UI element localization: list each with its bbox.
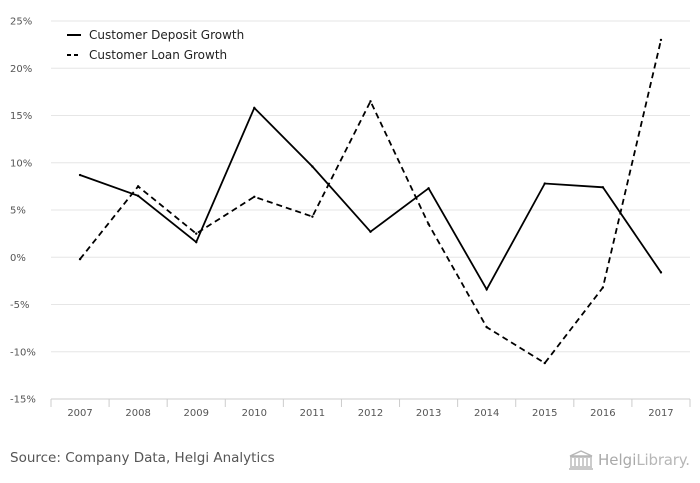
data-point bbox=[253, 106, 256, 110]
y-tick-label: 10% bbox=[10, 158, 32, 169]
x-tick-label: 2011 bbox=[300, 408, 325, 419]
legend: Customer Deposit Growth Customer Loan Gro… bbox=[67, 28, 244, 62]
x-tick-label: 2014 bbox=[474, 408, 499, 419]
library-building-icon bbox=[569, 450, 593, 470]
x-tick-label: 2016 bbox=[590, 408, 615, 419]
data-point bbox=[78, 173, 82, 177]
logo-text-helgi: Helgi bbox=[598, 451, 637, 469]
series-lines bbox=[78, 38, 663, 365]
x-tick-label: 2013 bbox=[416, 408, 441, 419]
x-tick-label: 2017 bbox=[648, 408, 673, 419]
legend-label: Customer Deposit Growth bbox=[89, 28, 244, 42]
y-tick-label: -5% bbox=[10, 300, 29, 311]
y-tick-label: -10% bbox=[10, 347, 36, 358]
source-note: Source: Company Data, Helgi Analytics bbox=[10, 450, 275, 466]
x-tick-label: 2012 bbox=[358, 408, 383, 419]
data-point bbox=[136, 185, 140, 188]
legend-label: Customer Loan Growth bbox=[89, 48, 227, 62]
y-tick-label: 0% bbox=[10, 253, 26, 264]
data-point bbox=[543, 361, 546, 365]
data-point bbox=[485, 288, 488, 291]
data-point bbox=[427, 222, 430, 226]
data-point bbox=[195, 232, 198, 235]
x-tick-label: 2008 bbox=[125, 408, 150, 419]
customer-deposit-growth-line bbox=[79, 106, 662, 292]
data-point bbox=[253, 195, 256, 198]
line-chart: 2007 2008 2009 2010 2011 2012 2013 2014 2015 2016… bbox=[10, 17, 691, 419]
data-point bbox=[543, 182, 546, 185]
gridlines bbox=[51, 20, 690, 400]
y-tick-label: -15% bbox=[10, 395, 36, 406]
data-point bbox=[136, 194, 140, 198]
data-point bbox=[369, 230, 372, 233]
helgi-library-logo[interactable]: Helgi Library. bbox=[568, 448, 690, 472]
y-tick-label: 25% bbox=[10, 17, 32, 28]
y-tick-label: 15% bbox=[10, 111, 32, 122]
data-point bbox=[601, 286, 605, 289]
data-point bbox=[311, 165, 314, 168]
data-point bbox=[311, 215, 314, 218]
y-tick-label: 20% bbox=[10, 64, 32, 75]
x-tick-label: 2015 bbox=[532, 408, 557, 419]
data-point bbox=[195, 240, 198, 244]
x-axis: 2007 2008 2009 2010 2011 2012 2013 2014 2015 2016… bbox=[50, 398, 691, 419]
data-point bbox=[485, 325, 488, 329]
logo-text-library: Library. bbox=[636, 451, 690, 469]
data-point bbox=[427, 187, 430, 190]
data-point bbox=[659, 271, 663, 274]
data-point bbox=[78, 257, 82, 261]
data-point bbox=[369, 100, 372, 103]
y-tick-label: 5% bbox=[10, 206, 26, 217]
customer-loan-growth-line bbox=[79, 39, 662, 365]
x-tick-label: 2010 bbox=[242, 408, 267, 419]
x-tick-label: 2009 bbox=[184, 408, 209, 419]
x-tick-label: 2007 bbox=[67, 408, 92, 419]
y-axis: 25% 20% 15% 10% 5% 0% -5% -10% -15% bbox=[10, 17, 36, 406]
data-point bbox=[601, 186, 605, 189]
data-point bbox=[659, 38, 663, 42]
